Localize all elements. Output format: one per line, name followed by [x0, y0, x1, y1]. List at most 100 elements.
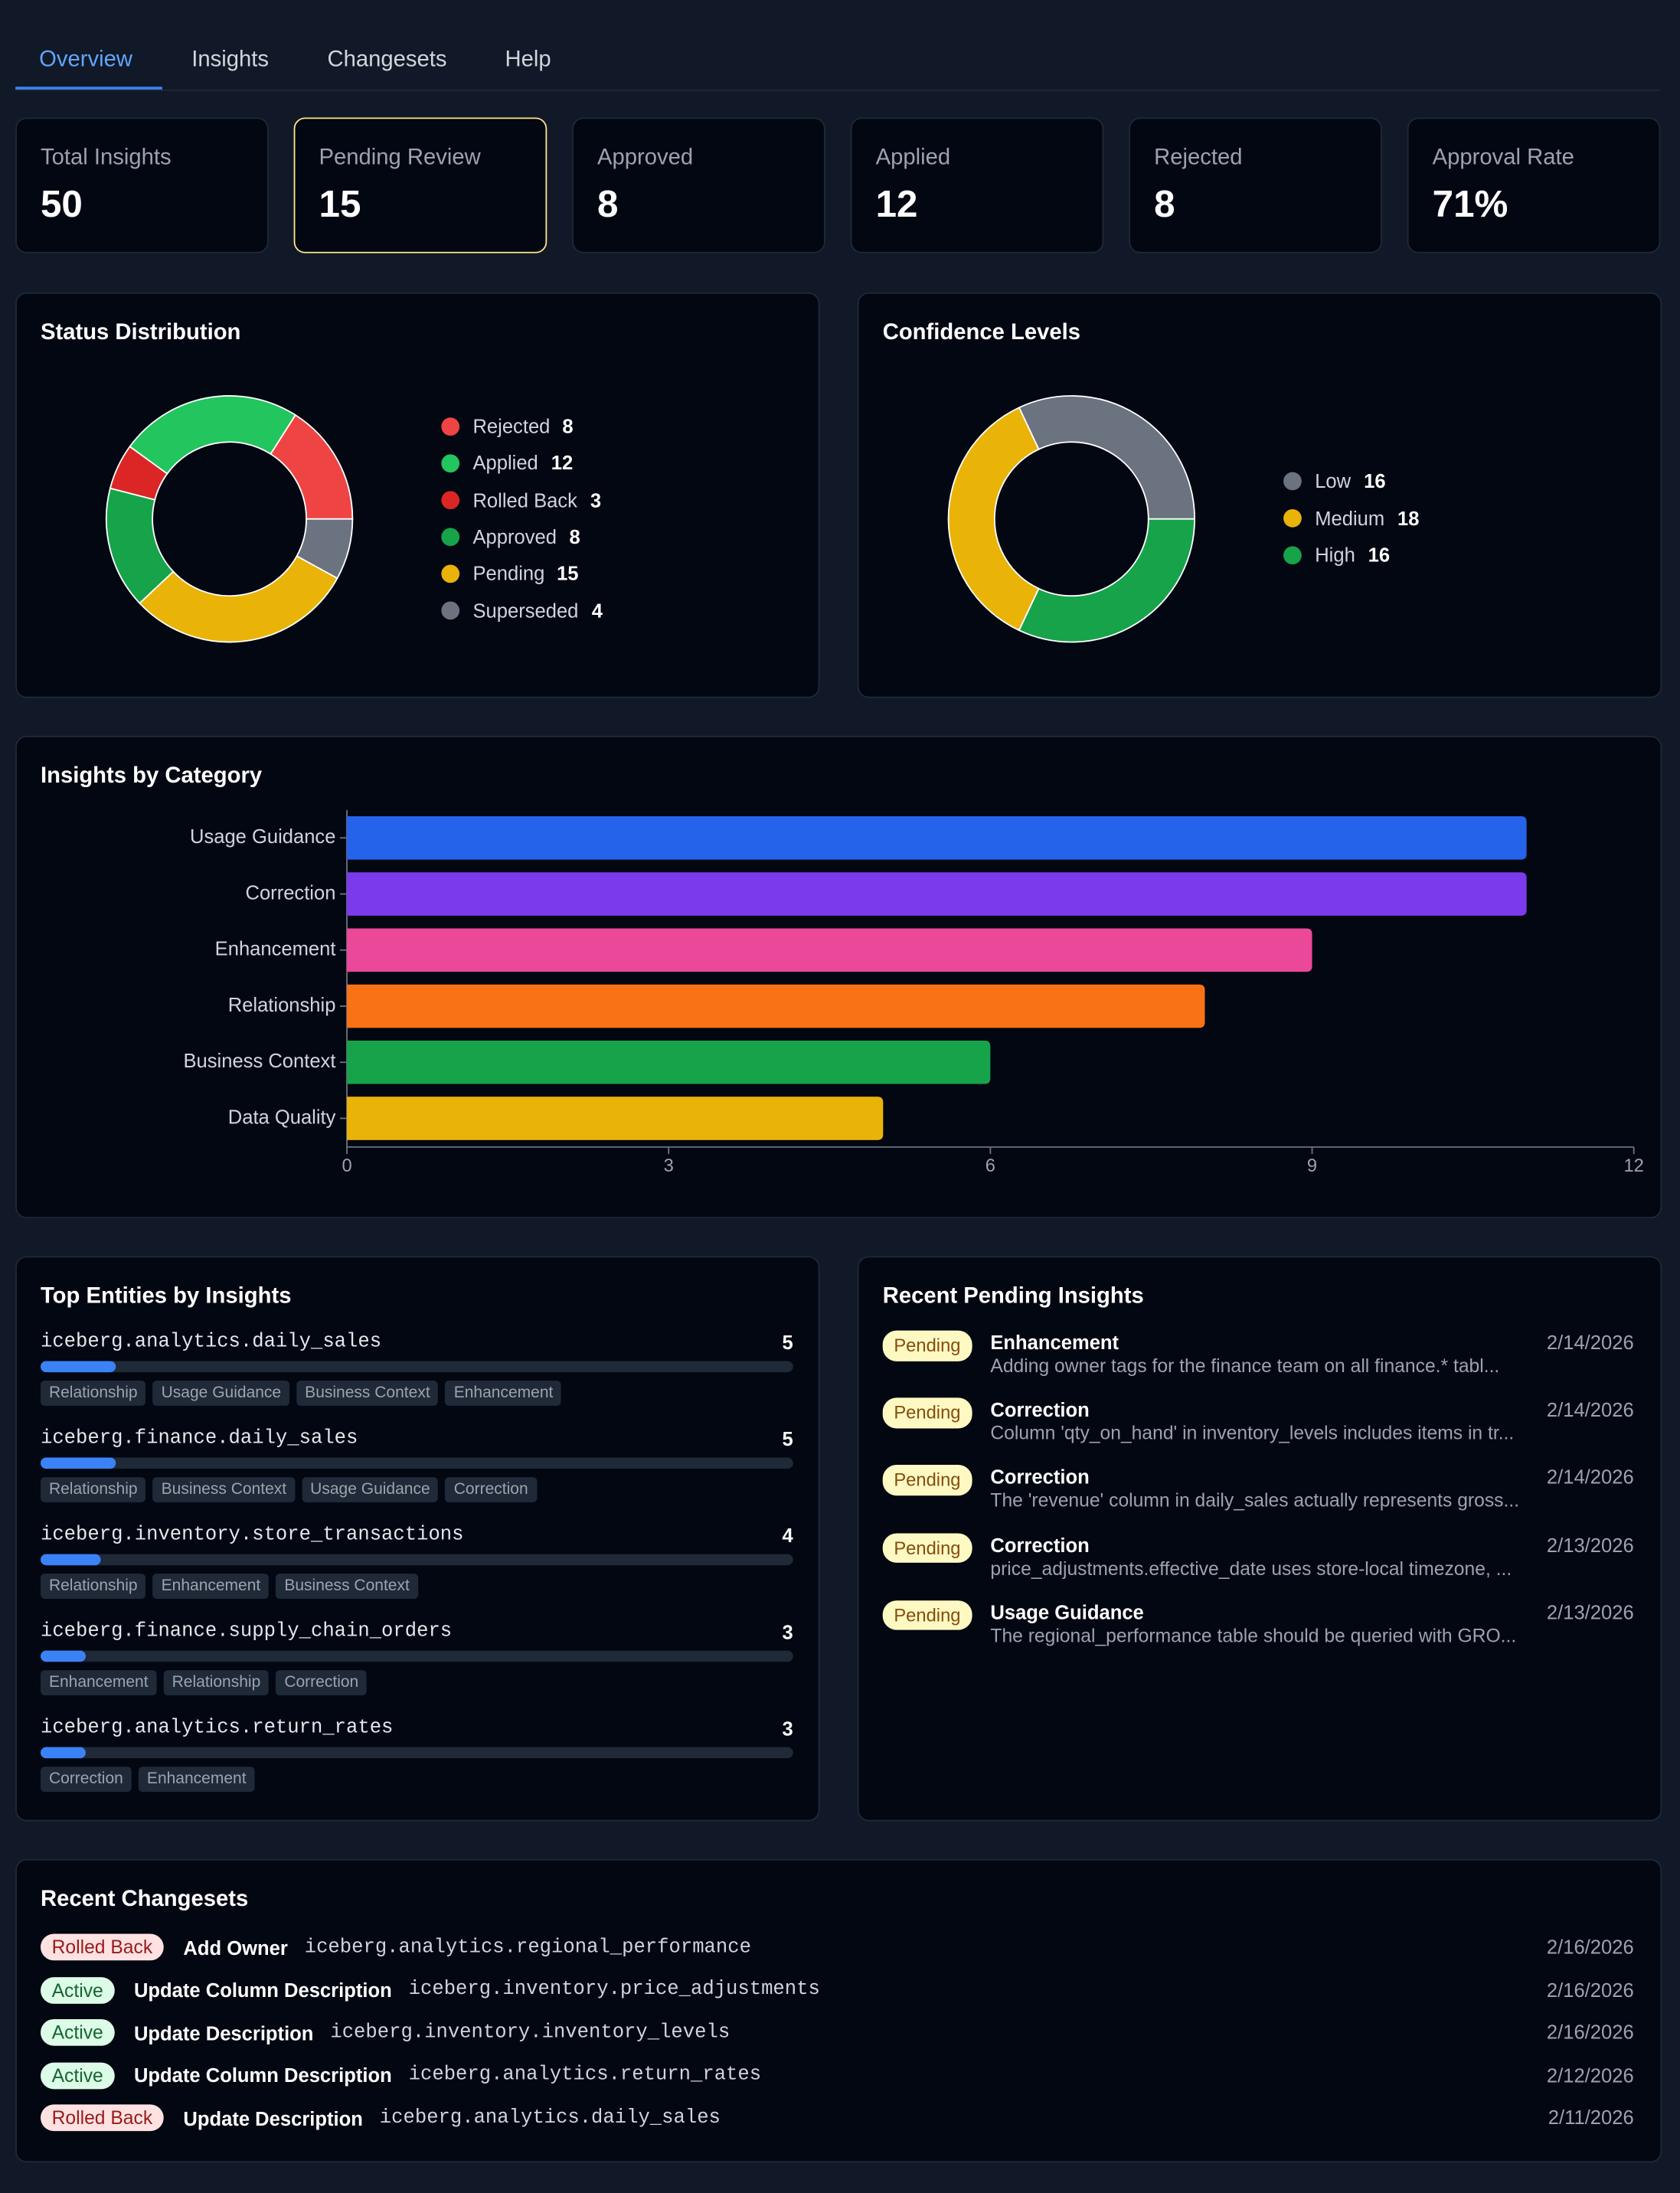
changeset-entity: iceberg.inventory.inventory_levels: [330, 2021, 731, 2044]
stat-value: 71%: [1432, 182, 1508, 225]
insight-date: 2/14/2026: [1546, 1398, 1634, 1421]
stat-value: 15: [319, 182, 361, 225]
entity-count: 3: [782, 1717, 793, 1740]
legend-swatch: [441, 454, 460, 473]
donut-slice: [1018, 518, 1196, 643]
legend-value: 15: [557, 561, 579, 585]
donut-slice: [1018, 395, 1196, 520]
bar: [347, 1096, 884, 1140]
legend-value: 16: [1364, 469, 1386, 492]
insight-text: Column 'qty_on_hand' in inventory_levels…: [990, 1423, 1515, 1444]
tag-row: Enhancement Relationship Correction: [40, 1670, 368, 1696]
pending-panel: [857, 1256, 1662, 1822]
changeset-date: 2/16/2026: [1546, 1978, 1634, 2001]
entity-name: iceberg.analytics.return_rates: [40, 1717, 394, 1740]
status-badge: Pending: [882, 1330, 972, 1361]
entity-count: 5: [782, 1331, 793, 1354]
changeset-row: Active Update Column Description iceberg.a…: [40, 2062, 761, 2089]
stat-value: 8: [597, 182, 619, 225]
bar: [347, 815, 1527, 860]
stat-card: [15, 117, 269, 253]
panel-title: Confidence Levels: [882, 321, 1080, 345]
legend-label: Rejected: [472, 414, 551, 438]
entity-name: iceberg.inventory.store_transactions: [40, 1524, 464, 1547]
tab[interactable]: Overview: [39, 47, 132, 72]
tag: Usage Guidance: [152, 1381, 290, 1406]
y-tick-label: Relationship: [228, 995, 336, 1016]
changeset-entity: iceberg.inventory.price_adjustments: [408, 1979, 820, 2002]
tag: Correction: [445, 1477, 537, 1502]
x-tick-label: 9: [1307, 1156, 1317, 1176]
progress-bar: [40, 1650, 86, 1662]
tab-underline: [15, 87, 162, 90]
donut-slice: [139, 554, 338, 643]
progress-bar: [40, 1361, 116, 1373]
insight-date: 2/13/2026: [1546, 1533, 1634, 1556]
status-badge: Rolled Back: [40, 2105, 164, 2132]
x-tick-label: 0: [342, 1156, 351, 1176]
legend-label: Superseded: [472, 599, 579, 622]
changeset-date: 2/12/2026: [1546, 2064, 1634, 2087]
tab[interactable]: Changesets: [327, 47, 447, 72]
insight-category: Correction: [990, 1466, 1090, 1489]
tag-row: Relationship Enhancement Business Context: [40, 1574, 418, 1600]
changeset-row: Active Update Column Description iceberg.i…: [40, 1976, 820, 2004]
legend-value: 8: [562, 414, 574, 438]
status-badge: Pending: [882, 1532, 972, 1564]
insight-category: Correction: [990, 1533, 1090, 1556]
x-tick-label: 3: [664, 1156, 674, 1176]
legend-swatch: [1283, 546, 1302, 565]
status-badge: Pending: [882, 1465, 972, 1496]
insight-text: The regional_performance table should be…: [990, 1625, 1517, 1646]
panel-title: Recent Pending Insights: [882, 1284, 1144, 1309]
panel-title: Top Entities by Insights: [40, 1284, 292, 1309]
legend-label: High: [1315, 543, 1355, 567]
insight-category: Correction: [990, 1398, 1090, 1421]
insight-text: The 'revenue' column in daily_sales actu…: [990, 1490, 1520, 1512]
tag-row: Relationship Usage Guidance Business Conte…: [40, 1381, 562, 1406]
changeset-date: 2/11/2026: [1548, 2106, 1634, 2129]
legend-value: 16: [1368, 543, 1391, 567]
stat-label: Total Insights: [40, 145, 172, 170]
progress-track: [40, 1747, 793, 1759]
tab[interactable]: Help: [505, 47, 551, 72]
bar: [347, 984, 1205, 1028]
stat-label: Approved: [597, 145, 694, 170]
status-badge: Active: [40, 2019, 115, 2047]
legend-swatch: [441, 528, 460, 547]
changeset-entity: iceberg.analytics.daily_sales: [379, 2106, 721, 2130]
progress-track: [40, 1554, 793, 1566]
stat-label: Approval Rate: [1432, 145, 1574, 170]
legend-swatch: [441, 491, 460, 510]
legend-label: Pending: [472, 561, 545, 585]
insight-text: Adding owner tags for the finance team o…: [990, 1355, 1500, 1377]
entity-count: 5: [782, 1427, 793, 1450]
insight-date: 2/14/2026: [1546, 1466, 1634, 1489]
insight-category: Enhancement: [990, 1331, 1119, 1354]
legend-swatch: [441, 417, 460, 436]
legend-label: Approved: [472, 525, 557, 548]
changesets-panel: [15, 1858, 1662, 2163]
entity-name: iceberg.finance.supply_chain_orders: [40, 1620, 453, 1643]
changeset-action: Update Column Description: [133, 2064, 392, 2087]
entity-name: iceberg.finance.daily_sales: [40, 1427, 358, 1450]
bar: [347, 928, 1312, 972]
donut-slice: [296, 518, 354, 580]
stat-card: [572, 117, 825, 253]
stat-value: 8: [1154, 182, 1175, 225]
status-badge: Pending: [882, 1397, 972, 1429]
tag: Enhancement: [138, 1766, 255, 1793]
changeset-row: Active Update Description iceberg.inventor…: [40, 2019, 731, 2047]
status-badge: Active: [40, 2062, 115, 2089]
bar: [347, 872, 1527, 916]
stat-value: 12: [875, 182, 918, 225]
bar: [347, 1040, 991, 1084]
tag: Relationship: [40, 1574, 146, 1600]
tab[interactable]: Insights: [191, 47, 270, 72]
y-tick-label: Usage Guidance: [190, 826, 335, 848]
x-tick-label: 6: [985, 1156, 995, 1176]
tag: Usage Guidance: [302, 1477, 439, 1502]
